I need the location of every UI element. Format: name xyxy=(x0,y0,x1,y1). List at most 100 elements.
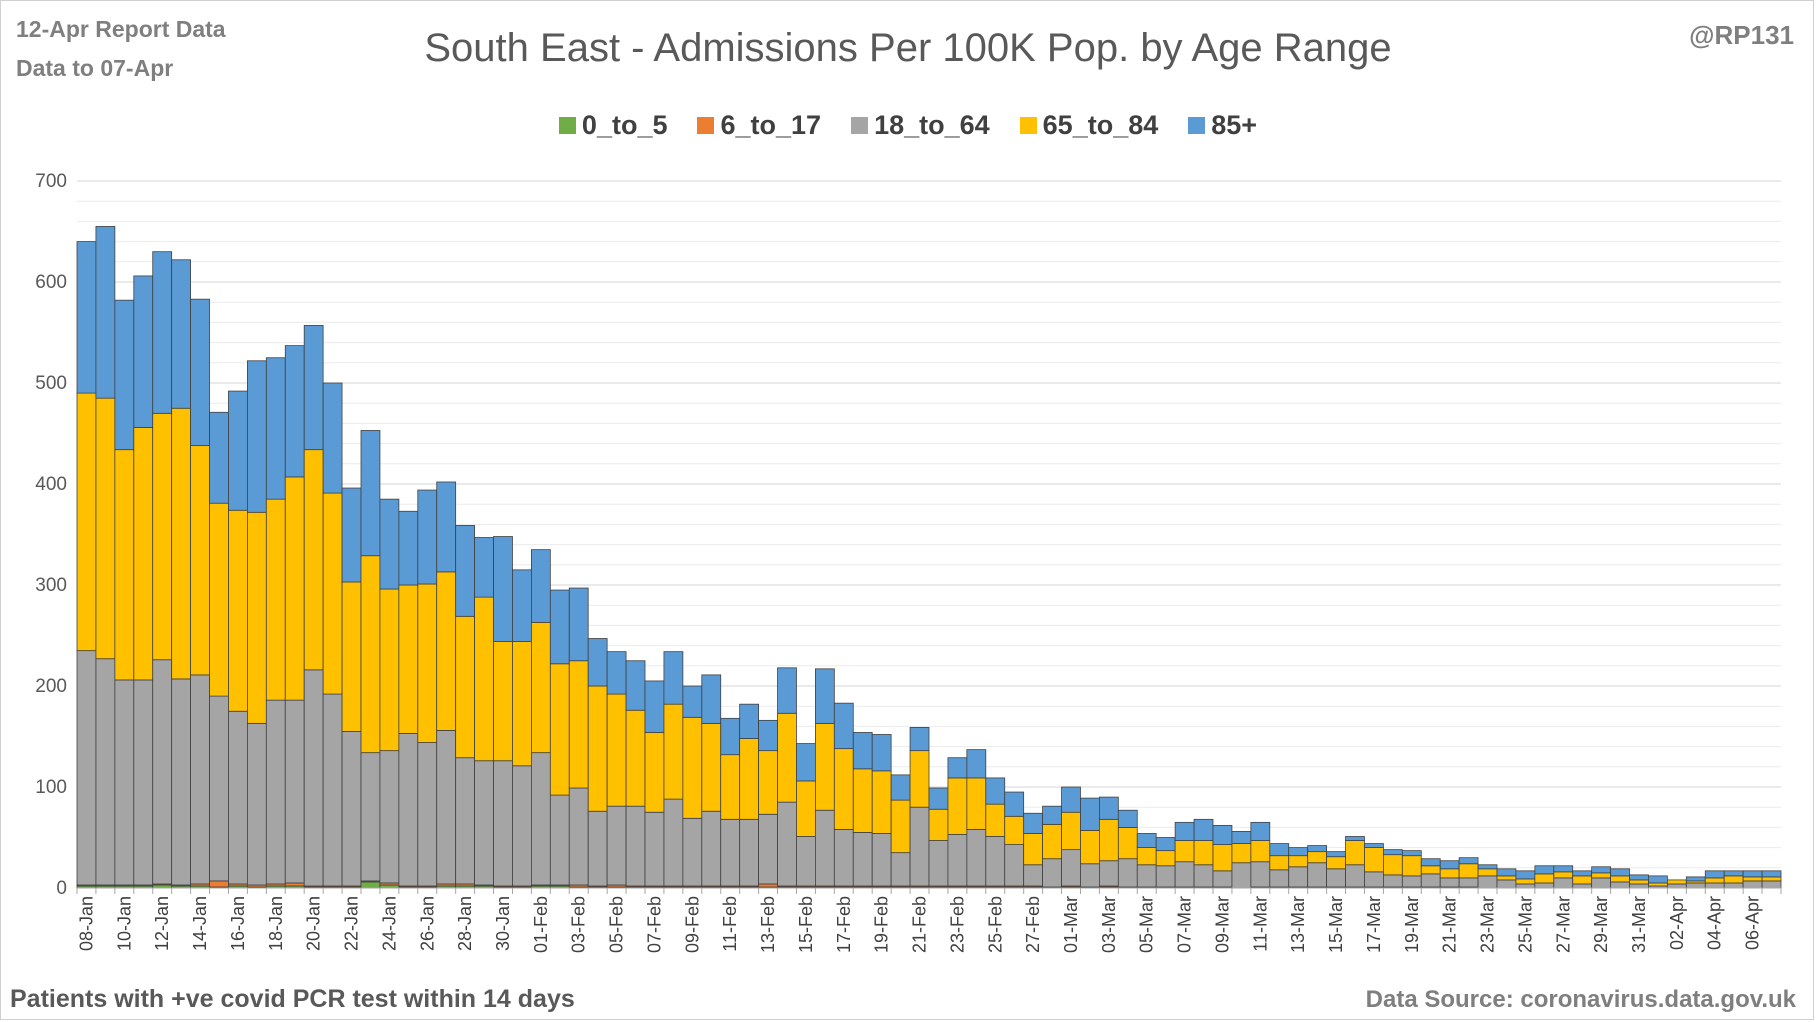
bar-segment-65_to_84 xyxy=(1572,875,1593,885)
bar-segment-65_to_84 xyxy=(341,581,362,732)
bar-segment-18_to_64 xyxy=(985,836,1006,887)
bar-segment-85+ xyxy=(1458,857,1479,865)
bar-segment-85+ xyxy=(644,680,665,733)
bar-segment-85+ xyxy=(682,685,703,718)
bar-segment-65_to_84 xyxy=(360,555,381,754)
bar-segment-18_to_64 xyxy=(606,805,627,886)
x-tick-label: 09-Feb xyxy=(682,896,702,953)
bar-segment-85+ xyxy=(1288,847,1309,857)
bar-segment-18_to_64 xyxy=(1269,869,1290,888)
bar-segment-85+ xyxy=(947,757,968,779)
bar-segment-85+ xyxy=(436,481,457,573)
bar-segment-18_to_64 xyxy=(1572,883,1593,889)
x-axis: 08-Jan 10-Jan 12-Jan 14-Jan 16-Jan 18-Jan 20-J… xyxy=(76,887,1782,953)
bar-segment-18_to_64 xyxy=(1193,864,1214,888)
bar-segment-65_to_84 xyxy=(852,768,873,833)
bar-segment-65_to_84 xyxy=(1231,843,1252,864)
bar-segment-18_to_64 xyxy=(190,674,210,885)
bar-segment-65_to_84 xyxy=(1383,854,1403,876)
bar-segment-85+ xyxy=(1099,796,1119,820)
bar-segment-65_to_84 xyxy=(625,709,646,807)
y-tick-label: 200 xyxy=(35,676,67,697)
x-tick-label: 10-Jan xyxy=(114,896,134,951)
bar-segment-18_to_64 xyxy=(1439,877,1460,888)
bar-segment-85+ xyxy=(1685,876,1706,882)
bar-segment-18_to_64 xyxy=(1212,870,1233,888)
bar-segment-85+ xyxy=(152,251,173,414)
bar-segment-65_to_84 xyxy=(512,641,532,767)
bar-segment-18_to_64 xyxy=(1174,861,1195,888)
bar-segment-65_to_84 xyxy=(966,777,987,830)
x-tick-label: 02-Apr xyxy=(1667,896,1687,950)
bar-segment-18_to_64 xyxy=(1250,861,1271,888)
bar-segment-85+ xyxy=(720,717,741,756)
bar-segment-18_to_64 xyxy=(531,752,551,886)
bar-segment-65_to_84 xyxy=(720,754,741,820)
bar-segment-65_to_84 xyxy=(739,738,760,820)
bar-segment-85+ xyxy=(663,651,684,705)
bar-segment-65_to_84 xyxy=(682,716,703,819)
bar-segment-65_to_84 xyxy=(152,412,173,661)
bar-segment-85+ xyxy=(966,749,987,779)
bar-segment-65_to_84 xyxy=(1401,855,1422,877)
bar-segment-65_to_84 xyxy=(1742,876,1763,882)
bar-segment-65_to_84 xyxy=(1420,865,1441,875)
bar-segment-65_to_84 xyxy=(1667,879,1687,885)
bar-segment-85+ xyxy=(890,774,911,801)
bar-segment-0_to_5 xyxy=(360,881,381,889)
bar-segment-85+ xyxy=(1742,870,1763,878)
bar-segment-85+ xyxy=(1023,812,1044,834)
x-tick-label: 23-Mar xyxy=(1478,896,1498,953)
x-tick-label: 23-Feb xyxy=(947,896,967,953)
bar-segment-85+ xyxy=(777,667,797,714)
bar-segment-65_to_84 xyxy=(398,584,419,734)
bar-segment-65_to_84 xyxy=(76,392,97,652)
bar-segment-65_to_84 xyxy=(1155,850,1176,867)
bar-segment-18_to_64 xyxy=(1458,877,1479,888)
bar-segment-18_to_64 xyxy=(777,801,797,887)
bar-segment-6_to_17 xyxy=(209,880,229,888)
bar-segment-65_to_84 xyxy=(777,712,797,803)
bar-segment-18_to_64 xyxy=(1326,868,1346,888)
x-tick-label: 13-Mar xyxy=(1288,896,1308,953)
bar-segment-85+ xyxy=(1136,833,1157,849)
x-tick-label: 20-Jan xyxy=(304,896,324,951)
legend-swatch xyxy=(558,117,576,134)
bar-segment-18_to_64 xyxy=(228,710,248,885)
bar-segment-18_to_64 xyxy=(663,798,684,887)
bar-segment-65_to_84 xyxy=(246,511,267,724)
bar-segment-18_to_64 xyxy=(833,829,854,887)
bar-segment-18_to_64 xyxy=(1515,883,1536,889)
bar-segment-18_to_64 xyxy=(587,810,608,887)
bar-segment-85+ xyxy=(985,777,1006,805)
bar-segment-65_to_84 xyxy=(1023,833,1044,866)
bar-segment-65_to_84 xyxy=(1269,855,1290,871)
bar-segment-85+ xyxy=(1231,831,1252,844)
bar-segment-18_to_64 xyxy=(360,752,381,882)
bar-segment-65_to_84 xyxy=(322,492,343,695)
bar-segment-18_to_64 xyxy=(341,731,362,887)
bar-segment-85+ xyxy=(1042,805,1062,825)
bar-segment-85+ xyxy=(796,743,816,782)
bar-segment-18_to_64 xyxy=(549,794,570,886)
bar-segment-18_to_64 xyxy=(947,834,968,887)
bar-segment-85+ xyxy=(549,589,570,665)
x-tick-label: 04-Apr xyxy=(1705,896,1725,950)
bar-segment-85+ xyxy=(1080,797,1100,831)
x-tick-label: 19-Feb xyxy=(872,896,892,953)
bar-segment-85+ xyxy=(815,668,835,724)
bar-segment-85+ xyxy=(1212,824,1233,845)
bar-segment-65_to_84 xyxy=(493,641,513,762)
bar-segment-18_to_64 xyxy=(322,693,343,887)
bar-segment-65_to_84 xyxy=(436,571,457,731)
bar-segment-18_to_64 xyxy=(758,813,778,885)
y-tick-label: 500 xyxy=(35,373,67,394)
bar-segment-85+ xyxy=(758,719,778,752)
bar-segment-65_to_84 xyxy=(606,693,627,807)
bar-segment-18_to_64 xyxy=(493,760,513,887)
bar-segment-85+ xyxy=(1723,870,1744,877)
bar-segment-85+ xyxy=(928,787,949,810)
bar-segment-65_to_84 xyxy=(1648,882,1668,887)
x-tick-label: 27-Feb xyxy=(1023,896,1043,953)
bar-segment-65_to_84 xyxy=(985,803,1006,837)
